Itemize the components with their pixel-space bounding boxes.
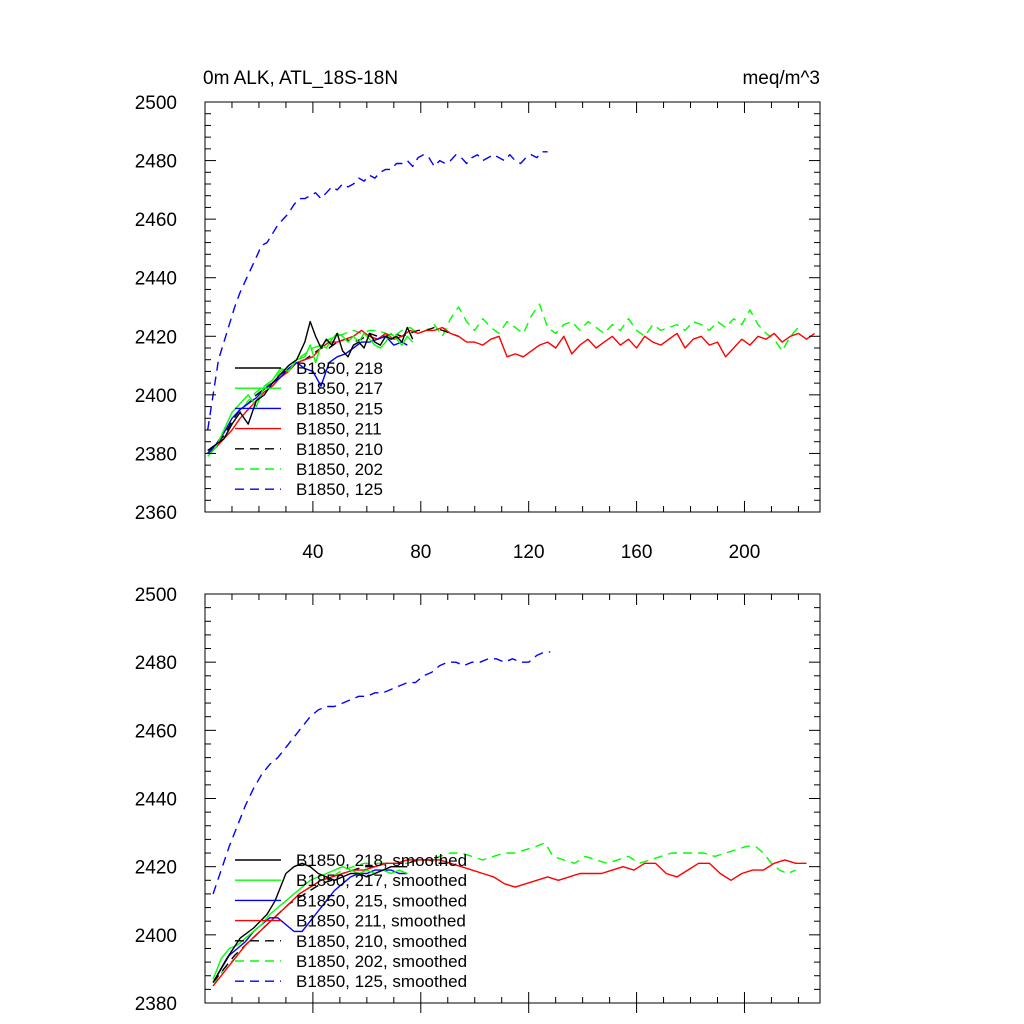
legend-label: B1850, 218, smoothed [296,851,467,870]
y-tick-label: 2500 [135,93,177,114]
x-tick-label: 40 [302,542,323,563]
series-line-0 [212,862,408,983]
x-tick-label: 120 [513,542,545,563]
top-panel-title: 0m ALK, ATL_18S-18N [203,68,398,89]
top-panel-axes: 40 80 120 160 200 2360 2380 2400 2420 2440 2460 248… [135,93,821,563]
y-tick-label: 2460 [135,210,177,231]
legend-label: B1850, 211, smoothed [296,912,466,931]
x-tick-label: 200 [729,542,761,563]
y-tick-label: 2380 [135,444,177,465]
y-tick-label: 2440 [135,269,177,290]
top-panel-units: meq/m^3 [742,68,820,89]
series-line-3 [207,326,816,454]
series-line-0 [207,320,414,452]
series-line-6 [212,651,551,895]
series-line-2 [212,869,408,983]
legend-label: B1850, 211 [296,420,382,439]
top-panel: 0m ALK, ATL_18S-18N meq/m^3 40 80 120 160 20… [135,68,821,563]
legend-label: B1850, 215 [296,399,383,418]
series-line-6 [207,151,548,431]
y-tick-label: 2380 [135,994,177,1015]
y-tick-label: 2420 [135,858,177,879]
legend-label: B1850, 210 [296,440,383,459]
y-tick-label: 2500 [135,585,177,606]
legend-label: B1850, 217 [296,379,383,398]
y-tick-label: 2440 [135,790,177,811]
y-tick-label: 2420 [135,327,177,348]
legend-label: B1850, 202, smoothed [296,952,467,971]
x-tick-label: 80 [410,542,431,563]
legend-label: B1850, 210, smoothed [296,932,467,951]
legend-label: B1850, 217, smoothed [296,871,467,890]
legend-label: B1850, 215, smoothed [296,891,467,910]
y-tick-label: 2360 [135,503,177,524]
legend-label: B1850, 218 [296,359,383,378]
y-tick-label: 2480 [135,152,177,173]
y-tick-label: 2400 [135,386,177,407]
legend-label: B1850, 202 [296,460,383,479]
x-tick-label: 160 [621,542,653,563]
legend-label: B1850, 125 [296,480,383,499]
bottom-panel: 2380 2400 2420 2440 2460 2480 2500 B1850, 218,… [135,585,821,1015]
y-tick-label: 2400 [135,926,177,947]
series-line-1 [207,332,414,457]
bottom-panel-axes: 2380 2400 2420 2440 2460 2480 2500 [135,585,821,1015]
plot-frame [204,101,821,513]
series-line-3 [212,859,807,987]
bottom-panel-series [212,651,807,987]
legend-label: B1850, 125, smoothed [296,972,467,991]
y-tick-label: 2460 [135,721,177,742]
y-tick-label: 2480 [135,653,177,674]
series-line-4 [212,859,451,983]
